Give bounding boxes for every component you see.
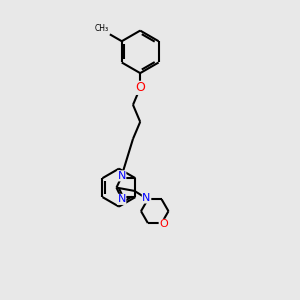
Text: O: O <box>159 219 168 230</box>
Text: N: N <box>117 171 126 181</box>
Text: N: N <box>117 194 126 204</box>
Text: CH₃: CH₃ <box>94 24 109 33</box>
Text: O: O <box>135 81 145 94</box>
Text: N: N <box>142 193 151 203</box>
Text: O: O <box>135 81 145 94</box>
